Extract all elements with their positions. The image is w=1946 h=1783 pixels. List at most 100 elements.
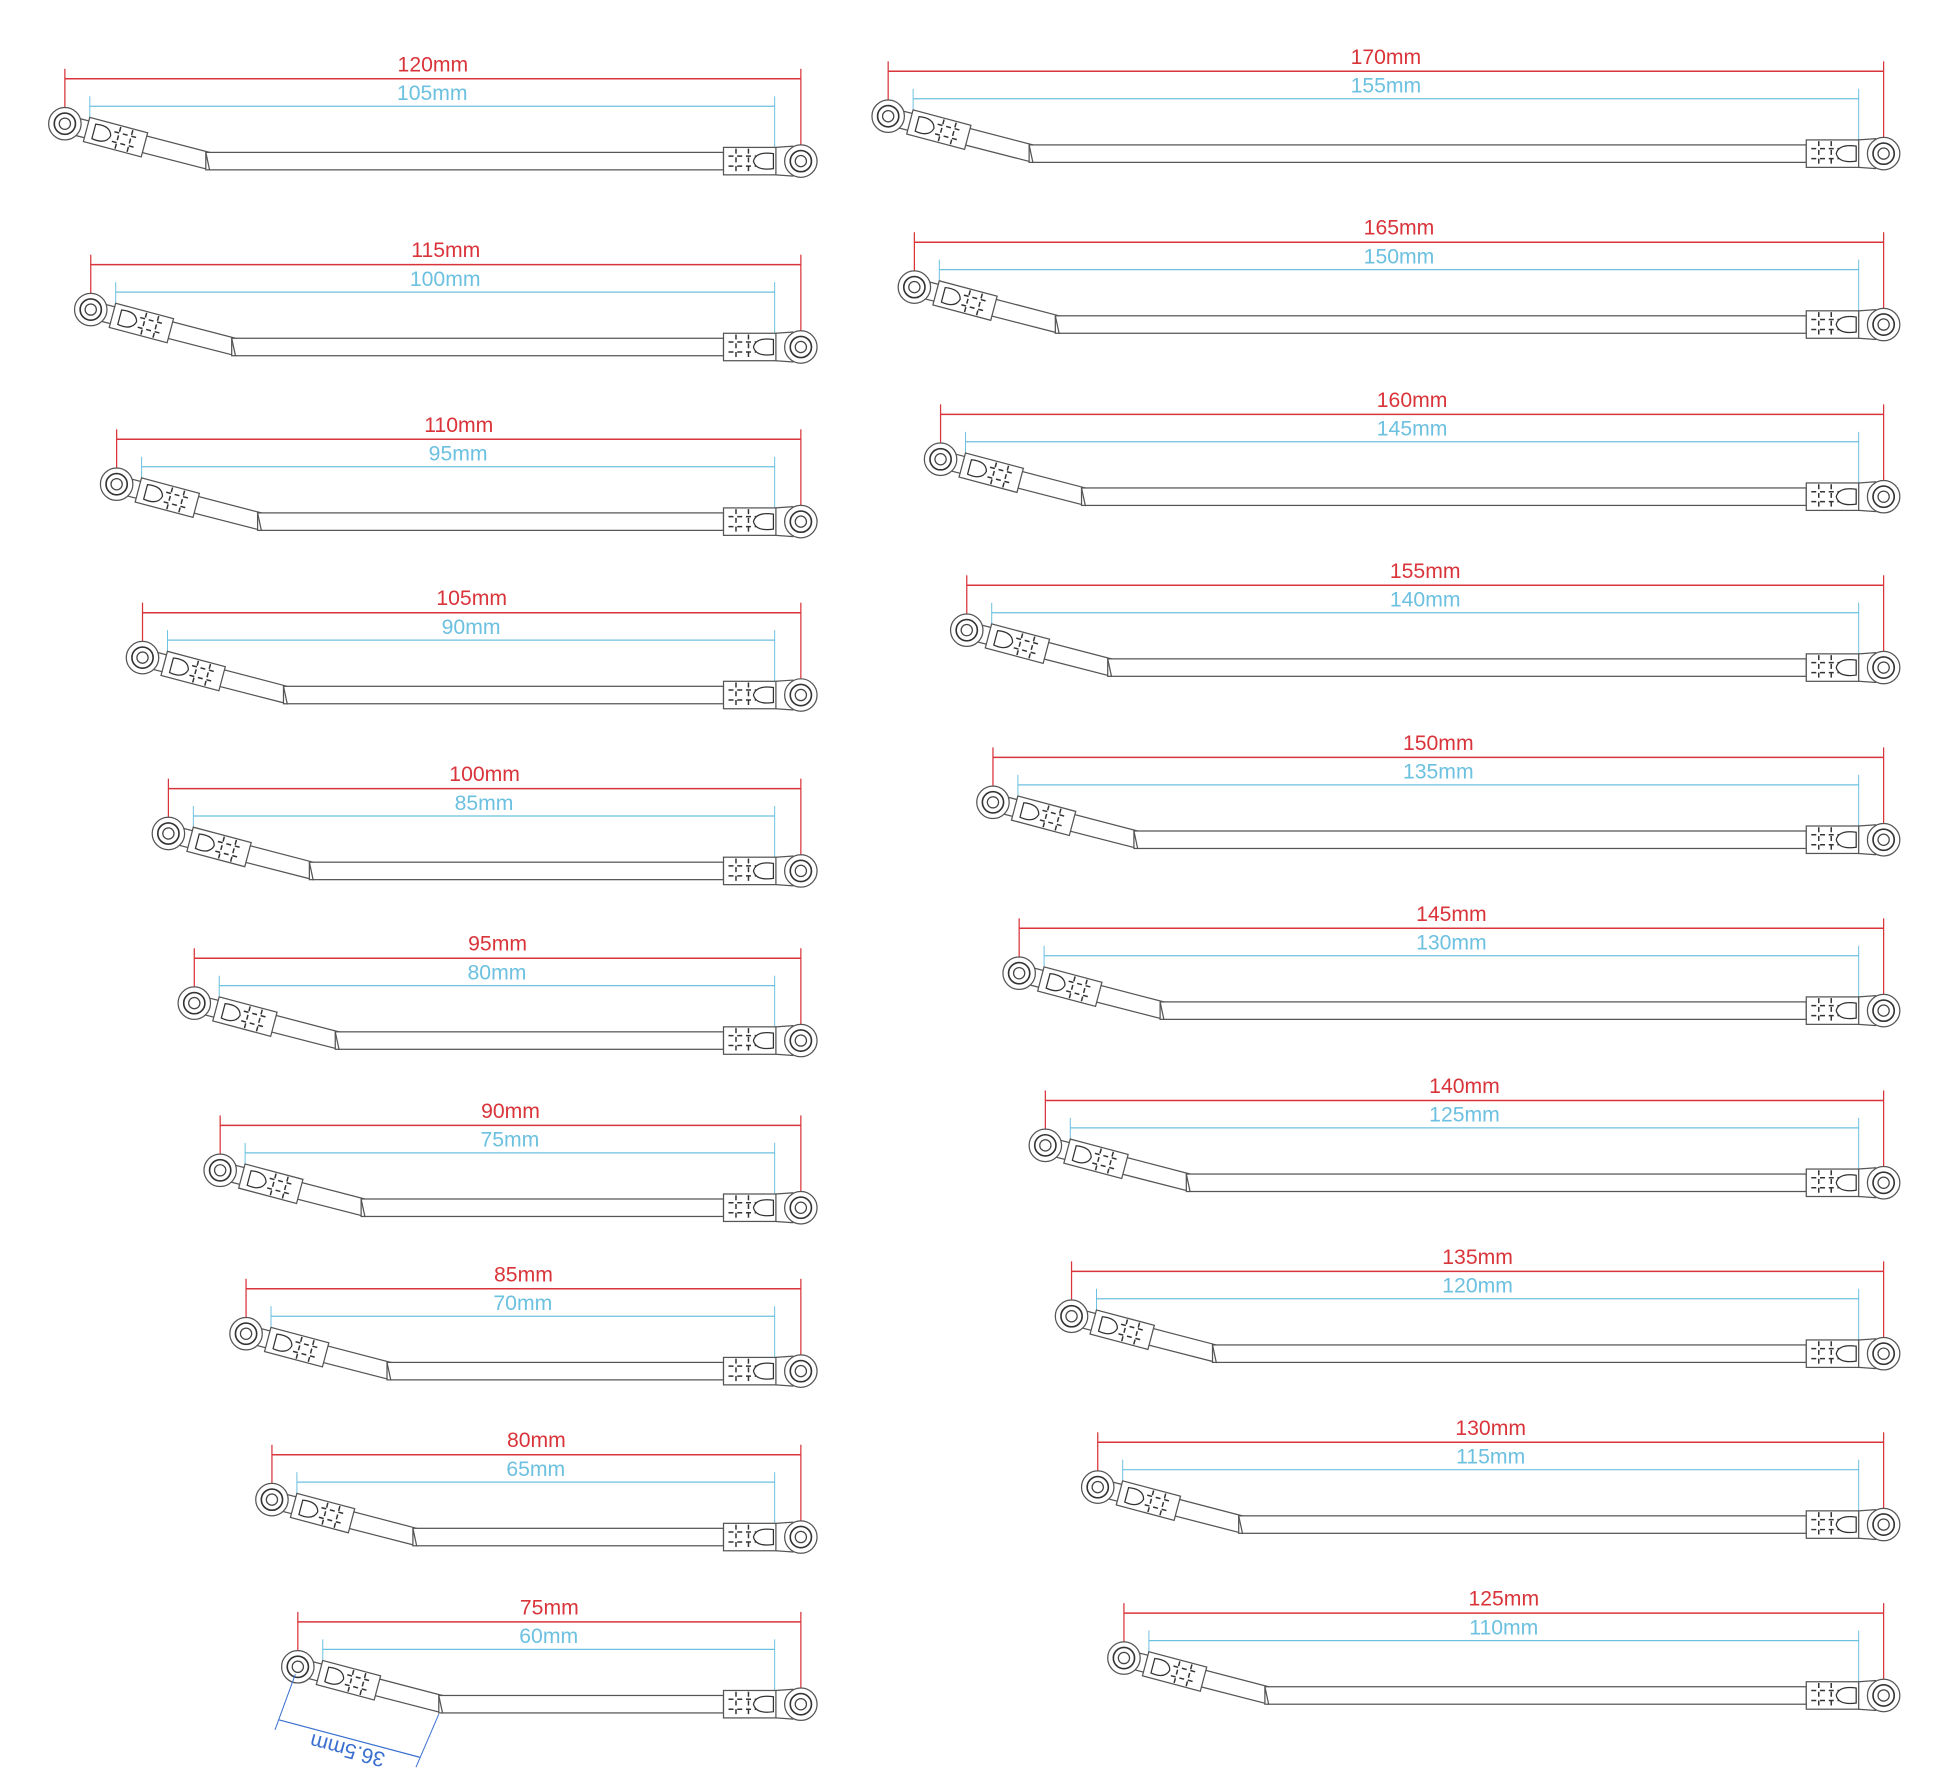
left-rod-end (1115, 1480, 1182, 1522)
left-dash-line (963, 290, 972, 313)
left-dash-line (975, 293, 984, 316)
link-rod-85mm: 85mm 70mm (229, 1263, 818, 1388)
inner-length-label: 145mm (1377, 418, 1448, 441)
left-ball-socket (117, 309, 138, 328)
straight-shaft (308, 861, 725, 881)
right-ball-socket (1835, 1345, 1857, 1363)
left-dash-line (990, 462, 998, 485)
left-dash-line (281, 1176, 289, 1199)
bend-arm-extension-right (415, 1713, 440, 1768)
left-eye-hole (1012, 966, 1026, 980)
right-eye-hole (1877, 1347, 1890, 1360)
outer-length-label: 155mm (1390, 560, 1461, 583)
left-dash-line (165, 491, 191, 500)
right-rod-end-body (722, 856, 777, 886)
left-dash-line (344, 1683, 370, 1692)
right-eye-hole (1877, 1004, 1890, 1017)
outer-length-label: 90mm (481, 1100, 540, 1123)
left-rod-end (1036, 966, 1103, 1008)
outer-length-label: 145mm (1416, 903, 1487, 926)
right-ball-socket (752, 1362, 775, 1380)
left-eye-hole (1039, 1139, 1052, 1152)
bend-edge (256, 512, 262, 531)
inner-length-label: 90mm (442, 616, 501, 639)
inner-length-label: 70mm (493, 1292, 552, 1315)
right-ball-socket (1835, 659, 1857, 677)
left-dash-line (204, 663, 212, 686)
link-rod-100mm: 100mm 85mm (151, 763, 818, 888)
left-ball-socket (298, 1499, 319, 1518)
left-dash-line (949, 122, 957, 145)
right-eye-hole (1877, 490, 1890, 503)
left-dash-line (1120, 1323, 1146, 1332)
bend-arm-extension-left (274, 1674, 296, 1730)
right-ball-socket (752, 1528, 775, 1546)
left-dash-line (963, 294, 989, 303)
bend-edge (1238, 1515, 1244, 1534)
left-dash-line (255, 1009, 263, 1032)
right-eye-neck (775, 1192, 794, 1224)
outer-length-label: 75mm (520, 1596, 579, 1619)
left-dash-line (1144, 1504, 1169, 1512)
left-dash-line (1068, 976, 1076, 999)
left-dash-line (1042, 805, 1050, 828)
link-rod-115mm: 115mm 100mm (73, 239, 818, 364)
outer-length-label: 130mm (1455, 1417, 1526, 1440)
left-rod-end (1010, 795, 1077, 837)
left-ball-socket (1071, 1145, 1092, 1164)
left-ball-socket (1150, 1657, 1171, 1677)
outer-length-label: 110mm (424, 414, 493, 437)
link-rod-155mm: 155mm 140mm (949, 560, 1901, 685)
left-eye-hole (1117, 1651, 1131, 1665)
left-dash-line (987, 476, 1012, 485)
right-eye-hole (794, 340, 808, 354)
left-ball-socket (940, 286, 961, 306)
left-eye-hole (239, 1327, 253, 1340)
left-dash-line (178, 490, 186, 513)
inner-length-label: 155mm (1351, 75, 1422, 98)
right-eye-hole (1877, 661, 1890, 674)
right-eye-hole (794, 1034, 808, 1047)
left-eye-hole (213, 1164, 227, 1177)
left-rod-end (263, 1326, 330, 1368)
straight-shaft (1264, 1686, 1807, 1705)
right-eye-neck (1858, 995, 1877, 1027)
right-ball-socket (752, 1031, 775, 1050)
left-ball-socket (194, 833, 215, 852)
left-eye-hole (960, 623, 973, 637)
inner-length-label: 125mm (1429, 1104, 1500, 1127)
left-dash-line (1185, 1664, 1193, 1687)
bend-edge (1107, 658, 1113, 677)
bend-edge (334, 1031, 340, 1050)
left-dash-line (126, 129, 134, 153)
left-eye-hole (110, 477, 123, 491)
left-dash-line (1016, 633, 1024, 656)
left-ball-socket (220, 1002, 241, 1022)
right-rod-end-body (722, 680, 777, 710)
right-eye-neck (1858, 138, 1877, 170)
link-rod-75mm: 75mm 60mm 36.5mm (274, 1596, 818, 1771)
right-eye-hole (1877, 1689, 1890, 1702)
bend-edge (1185, 1173, 1191, 1192)
left-ball-socket (272, 1333, 293, 1352)
left-dash-line (140, 312, 148, 335)
right-eye-hole (794, 688, 808, 702)
left-eye-hole (136, 651, 149, 664)
bend-edge (231, 338, 237, 356)
right-ball-socket (1835, 1515, 1857, 1534)
inner-length-label: 95mm (429, 443, 488, 466)
link-rod-160mm: 160mm 145mm (923, 389, 1901, 514)
bend-arm-length-label: 36.5mm (308, 1729, 388, 1771)
straight-shaft (1185, 1173, 1807, 1193)
inner-length-label: 150mm (1364, 245, 1435, 268)
right-ball-socket (1835, 831, 1857, 849)
right-eye-neck (1858, 308, 1877, 341)
link-rod-120mm: 120mm 105mm (48, 53, 818, 178)
left-ball-socket (1045, 972, 1066, 992)
link-rod-105mm: 105mm 90mm (125, 587, 818, 712)
outer-length-label: 135mm (1442, 1246, 1513, 1269)
straight-shaft (334, 1031, 725, 1050)
outer-length-label: 100mm (449, 763, 520, 786)
straight-shaft (360, 1198, 725, 1218)
left-dash-line (229, 839, 238, 862)
